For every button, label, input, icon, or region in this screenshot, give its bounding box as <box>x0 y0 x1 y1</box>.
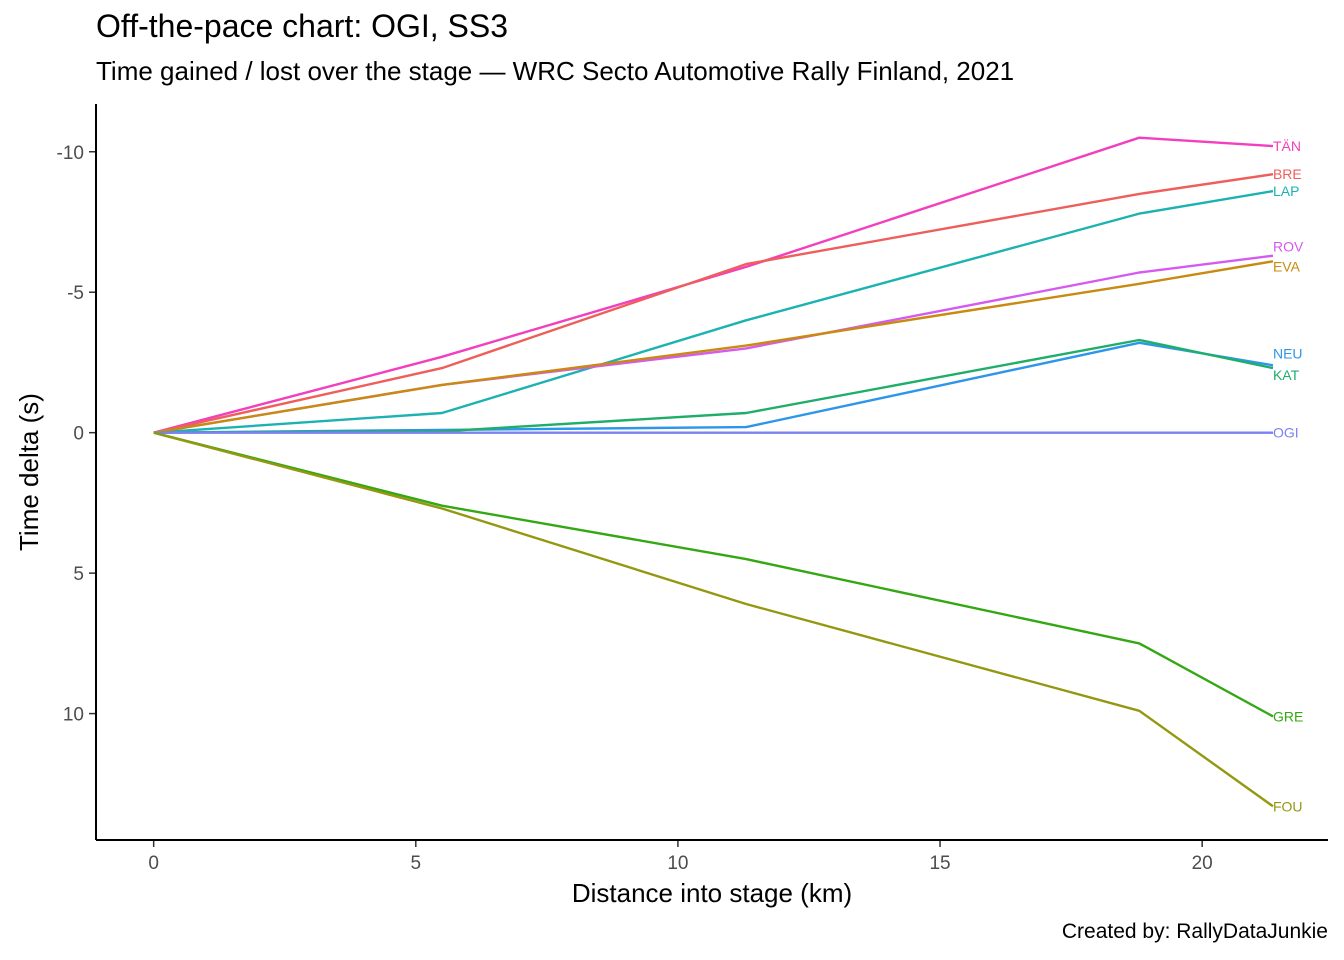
y-tick-label: 10 <box>63 705 84 726</box>
series-line-fou <box>153 431 1274 808</box>
series-label-ogi: OGI <box>1273 425 1299 441</box>
series-label-kat: KAT <box>1273 367 1300 383</box>
chart-title: Off-the-pace chart: OGI, SS3 <box>96 8 509 44</box>
x-tick-label: 5 <box>411 853 422 874</box>
series-line-tän <box>153 136 1274 434</box>
series-label-eva: EVA <box>1273 258 1301 274</box>
y-tick-label: -5 <box>67 283 84 304</box>
series-label-tän: TÄN <box>1273 138 1301 154</box>
series-label-gre: GRE <box>1273 708 1303 724</box>
x-axis-ticks: 0 5 10 15 20 <box>148 840 1213 874</box>
series-label-neu: NEU <box>1273 345 1303 361</box>
x-tick-label: 10 <box>667 853 688 874</box>
y-axis-ticks: -10 -5 0 5 10 <box>57 143 96 726</box>
x-tick-label: 15 <box>929 853 950 874</box>
x-axis-title: Distance into stage (km) <box>572 878 852 908</box>
series-lines <box>153 136 1274 808</box>
series-label-lap: LAP <box>1273 183 1299 199</box>
series-line-gre <box>153 431 1274 718</box>
series-label-rov: ROV <box>1273 239 1304 255</box>
series-line-rov <box>153 254 1274 434</box>
series-label-bre: BRE <box>1273 166 1302 182</box>
series-line-kat <box>153 338 1274 434</box>
series-line-lap <box>153 189 1274 434</box>
y-tick-label: 5 <box>73 564 84 585</box>
y-tick-label: 0 <box>73 424 84 445</box>
x-tick-label: 0 <box>148 853 159 874</box>
chart-caption: Created by: RallyDataJunkie <box>1061 920 1328 943</box>
y-axis-title: Time delta (s) <box>14 393 44 551</box>
series-line-bre <box>153 173 1274 434</box>
series-label-fou: FOU <box>1273 798 1303 814</box>
series-line-eva <box>153 260 1274 434</box>
y-tick-label: -10 <box>57 143 84 164</box>
chart-subtitle: Time gained / lost over the stage — WRC … <box>96 56 1015 86</box>
x-tick-label: 20 <box>1192 853 1213 874</box>
